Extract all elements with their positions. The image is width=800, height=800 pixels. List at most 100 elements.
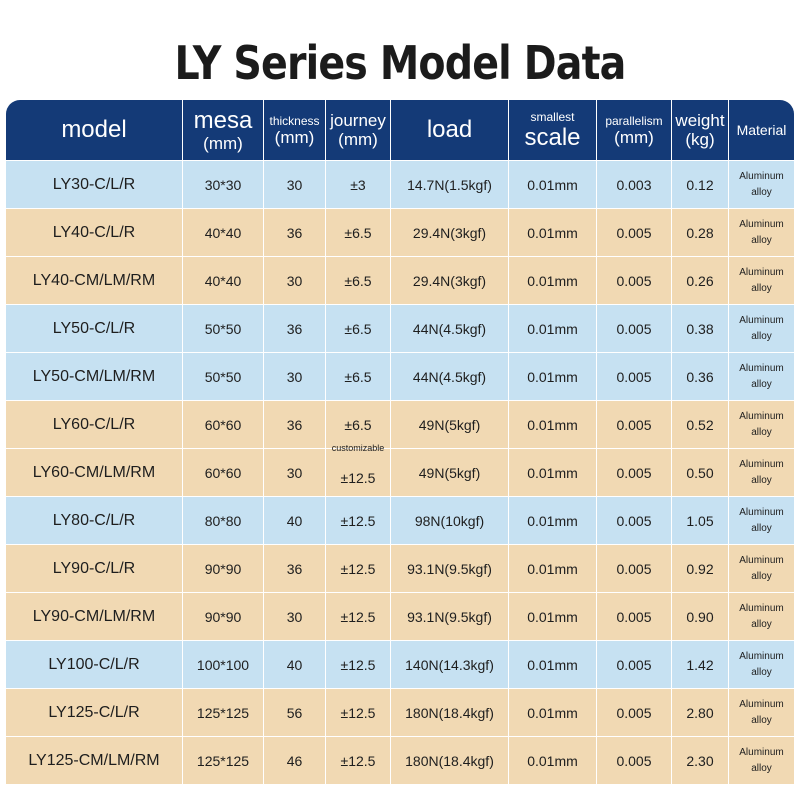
cell-model: LY40-CM/LM/RM (6, 257, 183, 304)
cell-journey-value: ±12.5 (340, 656, 376, 673)
cell-weight-value: 0.26 (686, 272, 714, 289)
cell-weight: 0.12 (672, 161, 729, 208)
table-row: LY125-C/L/R 125*125 56 ±12.5 180N(18.4kgf) 0.… (6, 688, 794, 736)
header-scale-bottom: scale (524, 123, 581, 151)
cell-thickness: 30 (264, 257, 326, 304)
cell-scale: 0.01mm (509, 257, 597, 304)
cell-material-line2: alloy (751, 378, 772, 390)
cell-parallelism-value: 0.005 (616, 704, 652, 721)
header-journey-label: journey (330, 111, 386, 130)
cell-model-value: LY90-C/L/R (52, 559, 136, 577)
cell-journey-value: ±12.5 (340, 752, 376, 769)
cell-material-line1: Aluminum (739, 218, 784, 230)
cell-journey-value: ±12.5 (340, 608, 376, 625)
header-mesa-unit: (mm) (203, 133, 243, 153)
cell-load: 44N(4.5kgf) (391, 353, 509, 400)
cell-load-value: 98N(10kgf) (414, 512, 485, 529)
cell-mesa-value: 50*50 (204, 368, 242, 385)
cell-load: 49N(5kgf) (391, 401, 509, 448)
cell-journey: ±12.5 (326, 593, 391, 640)
cell-mesa: 50*50 (183, 353, 264, 400)
header-model: model (6, 100, 183, 160)
header-scale-top: smallest (530, 109, 575, 124)
header-material-label: Material (736, 122, 787, 138)
cell-material: Aluminum alloy (729, 449, 794, 496)
cell-thickness: 46 (264, 737, 326, 784)
cell-model: LY60-CM/LM/RM (6, 449, 183, 496)
cell-model-value: LY50-C/L/R (52, 319, 136, 337)
cell-material-line1: Aluminum (739, 266, 784, 278)
cell-material-line2: alloy (751, 618, 772, 630)
cell-parallelism: 0.005 (597, 545, 672, 592)
cell-mesa: 90*90 (183, 593, 264, 640)
cell-thickness-value: 30 (286, 608, 303, 625)
cell-thickness-value: 46 (286, 752, 303, 769)
cell-scale-value: 0.01mm (527, 176, 578, 193)
cell-material: Aluminum alloy (729, 641, 794, 688)
cell-material-line1: Aluminum (739, 554, 784, 566)
cell-parallelism: 0.005 (597, 689, 672, 736)
cell-material-line1: Aluminum (739, 458, 784, 470)
cell-load: 180N(18.4kgf) (391, 737, 509, 784)
cell-scale: 0.01mm (509, 161, 597, 208)
cell-material: Aluminum alloy (729, 593, 794, 640)
cell-mesa: 100*100 (183, 641, 264, 688)
cell-mesa-value: 125*125 (196, 752, 250, 769)
cell-material-line2: alloy (751, 570, 772, 582)
cell-model: LY90-C/L/R (6, 545, 183, 592)
table-row: LY50-C/L/R 50*50 36 ±6.5 44N(4.5kgf) 0.01mm 0.… (6, 304, 794, 352)
cell-thickness: 36 (264, 545, 326, 592)
cell-thickness-value: 36 (286, 560, 303, 577)
cell-scale: 0.01mm (509, 737, 597, 784)
cell-model-value: LY100-C/L/R (48, 655, 140, 673)
header-scale: smallest scale (509, 100, 597, 160)
cell-parallelism-value: 0.005 (616, 512, 652, 529)
table-row: LY90-CM/LM/RM 90*90 30 ±12.5 93.1N(9.5kgf) 0.… (6, 592, 794, 640)
cell-weight: 1.42 (672, 641, 729, 688)
cell-thickness-value: 30 (286, 176, 303, 193)
table-body: LY30-C/L/R 30*30 30 ±3 14.7N(1.5kgf) 0.01mm 0.… (6, 160, 794, 784)
cell-material: Aluminum alloy (729, 737, 794, 784)
cell-thickness-value: 36 (286, 416, 303, 433)
cell-load: 49N(5kgf) (391, 449, 509, 496)
cell-material: Aluminum alloy (729, 209, 794, 256)
cell-weight-value: 0.50 (686, 464, 714, 481)
cell-weight-value: 2.80 (686, 704, 714, 721)
cell-mesa-value: 60*60 (204, 416, 242, 433)
cell-parallelism-value: 0.005 (616, 320, 652, 337)
cell-mesa: 30*30 (183, 161, 264, 208)
table-row: LY90-C/L/R 90*90 36 ±12.5 93.1N(9.5kgf) 0.01m… (6, 544, 794, 592)
cell-parallelism: 0.005 (597, 209, 672, 256)
table-header: model mesa (mm) thickness (mm) journey (… (6, 100, 794, 160)
cell-thickness: 36 (264, 401, 326, 448)
cell-journey-value: ±6.5 (344, 224, 372, 241)
cell-journey: ±6.5 (326, 401, 391, 448)
cell-parallelism-value: 0.005 (616, 608, 652, 625)
cell-scale: 0.01mm (509, 305, 597, 352)
cell-scale-value: 0.01mm (527, 320, 578, 337)
cell-model-value: LY50-CM/LM/RM (32, 367, 156, 385)
cell-load-value: 44N(4.5kgf) (412, 320, 487, 337)
cell-scale-value: 0.01mm (527, 272, 578, 289)
cell-material: Aluminum alloy (729, 161, 794, 208)
cell-weight-value: 0.28 (686, 224, 714, 241)
cell-load: 93.1N(9.5kgf) (391, 593, 509, 640)
cell-parallelism-value: 0.005 (616, 368, 652, 385)
cell-load-value: 93.1N(9.5kgf) (407, 608, 492, 625)
model-data-table: model mesa (mm) thickness (mm) journey (… (6, 100, 794, 784)
cell-mesa-value: 80*80 (204, 512, 242, 529)
cell-weight-value: 0.92 (686, 560, 714, 577)
cell-scale-value: 0.01mm (527, 560, 578, 577)
cell-parallelism-value: 0.005 (616, 416, 652, 433)
cell-journey: ±3 (326, 161, 391, 208)
cell-weight: 0.50 (672, 449, 729, 496)
cell-journey-value: ±12.5 (340, 512, 376, 529)
cell-weight: 0.90 (672, 593, 729, 640)
cell-thickness-value: 36 (286, 320, 303, 337)
cell-model-value: LY90-CM/LM/RM (32, 607, 156, 625)
cell-mesa: 40*40 (183, 257, 264, 304)
header-model-label: model (61, 116, 127, 143)
header-weight: weight (kg) (672, 100, 729, 160)
cell-model-value: LY30-C/L/R (52, 175, 136, 193)
cell-material: Aluminum alloy (729, 689, 794, 736)
